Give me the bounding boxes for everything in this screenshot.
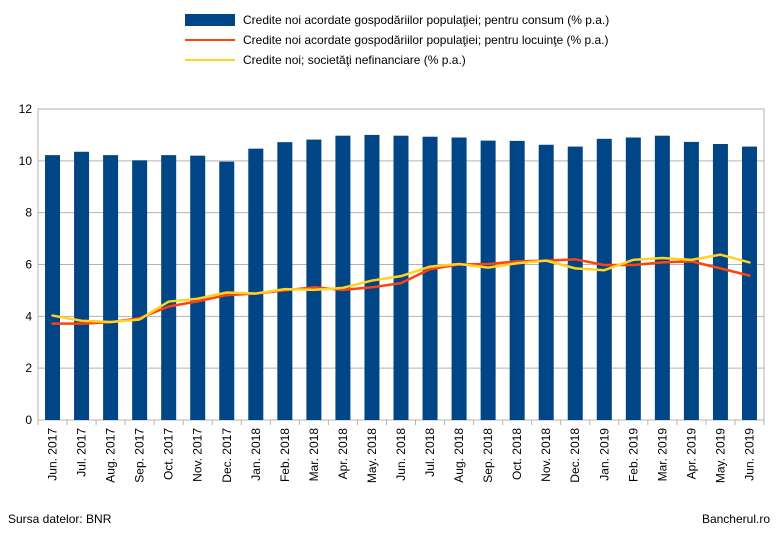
bar bbox=[132, 160, 148, 420]
bar bbox=[364, 134, 380, 420]
legend-label-consum: Credite noi acordate gospodăriilor popul… bbox=[243, 13, 610, 27]
x-tick-label: Dec. 2017 bbox=[220, 428, 234, 483]
bar bbox=[103, 155, 119, 421]
bar bbox=[712, 143, 728, 421]
bar bbox=[538, 144, 554, 420]
bar bbox=[219, 161, 235, 420]
x-tick-label: Nov. 2018 bbox=[539, 428, 553, 482]
x-tick-label: Dec. 2018 bbox=[568, 428, 582, 483]
x-tick-label: May. 2019 bbox=[713, 428, 727, 483]
legend: Credite noi acordate gospodăriilor popul… bbox=[185, 10, 609, 70]
legend-item-locuinte: Credite noi acordate gospodăriilor popul… bbox=[185, 30, 609, 50]
bar bbox=[683, 141, 699, 420]
bar bbox=[335, 135, 351, 421]
x-tick-label: Aug. 2017 bbox=[104, 428, 118, 483]
series-line bbox=[51, 258, 751, 325]
y-tick-label: 6 bbox=[25, 258, 32, 272]
legend-swatch-nefinanciare bbox=[185, 53, 235, 67]
bar bbox=[306, 139, 322, 420]
x-tick-label: Aug. 2018 bbox=[452, 428, 466, 483]
y-tick-label: 0 bbox=[25, 413, 32, 427]
x-tick-label: Oct. 2017 bbox=[162, 428, 176, 480]
bar bbox=[45, 155, 61, 421]
x-tick-label: Mar. 2019 bbox=[655, 428, 669, 482]
bar bbox=[422, 136, 438, 420]
bar bbox=[248, 148, 264, 420]
x-tick-label: Apr. 2018 bbox=[336, 428, 350, 480]
x-tick-label: Apr. 2019 bbox=[684, 428, 698, 480]
bar bbox=[567, 146, 583, 420]
x-tick-label: Jun. 2017 bbox=[46, 428, 60, 481]
bar bbox=[509, 140, 525, 420]
x-tick-label: Jan. 2018 bbox=[249, 428, 263, 481]
x-tick-label: Jun. 2019 bbox=[742, 428, 756, 481]
legend-label-locuinte: Credite noi acordate gospodăriilor popul… bbox=[243, 33, 609, 47]
y-tick-label: 12 bbox=[19, 102, 33, 116]
x-tick-label: Jul. 2018 bbox=[423, 428, 437, 477]
y-tick-label: 8 bbox=[25, 206, 32, 220]
bar bbox=[480, 140, 496, 420]
legend-item-consum: Credite noi acordate gospodăriilor popul… bbox=[185, 10, 609, 30]
x-tick-label: Jan. 2019 bbox=[597, 428, 611, 481]
bar bbox=[277, 142, 293, 420]
x-tick-label: Mar. 2018 bbox=[307, 428, 321, 482]
x-tick-label: Feb. 2018 bbox=[278, 428, 292, 482]
brand-label: Bancherul.ro bbox=[701, 512, 770, 526]
bar bbox=[74, 151, 90, 420]
bar bbox=[190, 155, 206, 420]
bar bbox=[393, 135, 409, 421]
x-tick-label: Sep. 2018 bbox=[481, 428, 495, 483]
y-tick-label: 4 bbox=[25, 309, 32, 323]
x-tick-label: Oct. 2018 bbox=[510, 428, 524, 480]
x-tick-label: Jun. 2018 bbox=[394, 428, 408, 481]
x-tick-label: Feb. 2019 bbox=[626, 428, 640, 482]
bar bbox=[654, 135, 670, 421]
legend-label-nefinanciare: Credite noi; societăţi nefinanciare (% p… bbox=[243, 53, 466, 67]
legend-swatch-consum bbox=[185, 14, 235, 26]
x-tick-label: Jul. 2017 bbox=[75, 428, 89, 477]
bar bbox=[741, 146, 757, 420]
bar bbox=[451, 137, 467, 420]
y-tick-label: 10 bbox=[19, 154, 33, 168]
bar bbox=[596, 138, 612, 420]
series-line bbox=[51, 253, 751, 324]
bar bbox=[161, 155, 177, 421]
legend-swatch-locuinte bbox=[185, 33, 235, 47]
source-note: Sursa datelor: BNR bbox=[8, 512, 112, 526]
legend-item-nefinanciare: Credite noi; societăţi nefinanciare (% p… bbox=[185, 50, 609, 70]
x-tick-label: May. 2018 bbox=[365, 428, 379, 483]
bar bbox=[625, 137, 641, 420]
y-tick-label: 2 bbox=[25, 361, 32, 375]
x-tick-label: Sep. 2017 bbox=[133, 428, 147, 483]
x-tick-label: Nov. 2017 bbox=[191, 428, 205, 482]
